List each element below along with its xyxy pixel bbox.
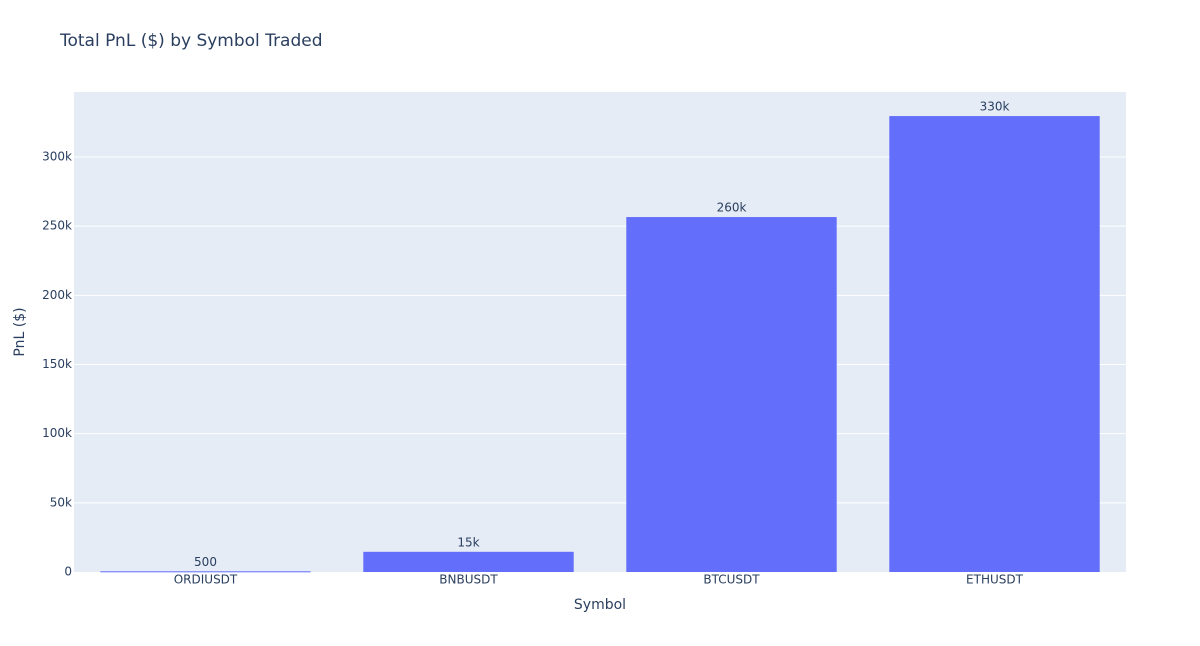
bar (626, 217, 837, 572)
bar (100, 571, 311, 573)
x-tick-label: ORDIUSDT (174, 573, 238, 587)
y-tick-label: 50k (50, 495, 72, 509)
x-axis-title: Symbol (574, 597, 626, 613)
y-tick-label: 200k (42, 288, 72, 302)
bar (889, 116, 1100, 573)
data-label: 260k (717, 201, 747, 215)
x-tick-label: BTCUSDT (703, 573, 760, 587)
chart-title: Total PnL ($) by Symbol Traded (59, 31, 323, 51)
data-label: 500 (194, 555, 217, 569)
y-tick-label: 150k (42, 357, 72, 371)
y-tick-label: 250k (42, 219, 72, 233)
data-label: 330k (980, 100, 1010, 114)
bar (363, 551, 574, 572)
y-tick-label: 100k (42, 426, 72, 440)
x-tick-label: ETHUSDT (966, 573, 1024, 587)
y-tick-label: 0 (64, 565, 72, 579)
y-axis-title: PnL ($) (12, 307, 28, 356)
x-tick-label: BNBUSDT (439, 573, 498, 587)
data-label: 15k (457, 535, 479, 549)
y-tick-label: 300k (42, 150, 72, 164)
